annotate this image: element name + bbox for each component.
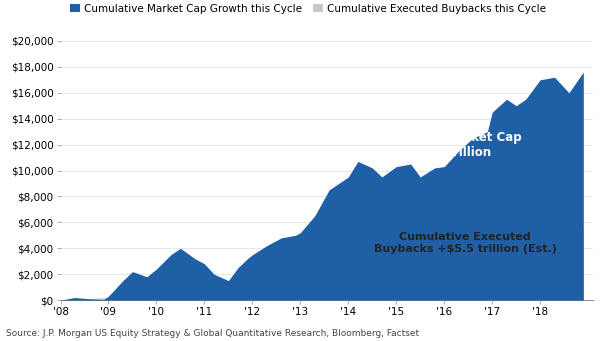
Text: Cumulative Market Cap
+$17.6 trillion: Cumulative Market Cap +$17.6 trillion [367, 131, 521, 159]
Text: Cumulative Executed
Buybacks +$5.5 trillion (Est.): Cumulative Executed Buybacks +$5.5 trill… [374, 232, 557, 254]
Text: Source: J.P. Morgan US Equity Strategy & Global Quantitative Research, Bloomberg: Source: J.P. Morgan US Equity Strategy &… [6, 329, 419, 338]
Legend: Cumulative Market Cap Growth this Cycle, Cumulative Executed Buybacks this Cycle: Cumulative Market Cap Growth this Cycle,… [66, 0, 551, 18]
